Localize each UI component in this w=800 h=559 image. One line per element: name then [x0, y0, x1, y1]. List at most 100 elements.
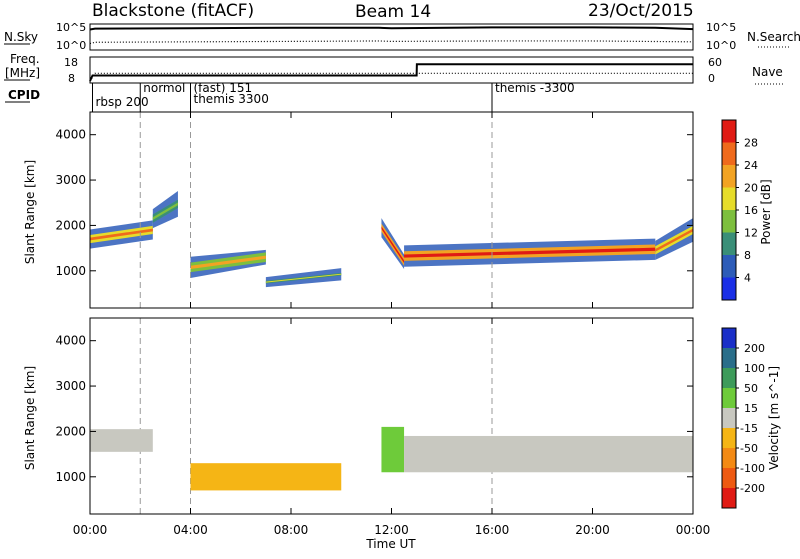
cpid-label-4: themis -3300 [495, 81, 575, 95]
power-band-core [90, 228, 153, 241]
power-band-core [655, 228, 693, 252]
xtick-label: 16:00 [475, 523, 510, 537]
ytick-label: 3000 [55, 379, 86, 393]
power-ylabel: Slant Range [km] [23, 160, 37, 264]
power-band-core [190, 255, 266, 269]
colorbar-tick-label: -200 [740, 482, 765, 495]
colorbar-swatch [722, 408, 736, 428]
power-band-core [404, 247, 656, 258]
nsky-label: N.Sky [4, 30, 38, 44]
colorbar-swatch [722, 255, 736, 278]
ytick-label: 1000 [55, 264, 86, 278]
noise-left-tick-bottom: 10^0 [56, 39, 86, 52]
frequency-panel: Freq. [MHz] Nave 18 8 60 0 [4, 52, 785, 85]
frequency-panel-frame [89, 56, 694, 84]
date-label: 23/Oct/2015 [588, 1, 694, 21]
colorbar-tick-label: 28 [744, 137, 758, 150]
beam-label: Beam 14 [355, 2, 431, 22]
velocity-region-0 [90, 429, 153, 452]
xtick-label: 00:00 [676, 523, 711, 537]
freq-left-tick-top: 18 [64, 56, 78, 69]
freq-label-line2: [MHz] [5, 66, 40, 80]
colorbar-swatch [722, 468, 736, 488]
cpid-label-3: themis 3300 [194, 92, 269, 106]
noise-right-tick-top: 10^5 [706, 21, 736, 34]
colorbar-swatch [722, 187, 736, 210]
xtick-label: 00:00 [73, 523, 108, 537]
velocity-colorbar: 200 100 50 15 -15 -50 -100 -200 [721, 327, 765, 509]
xtick-label: 04:00 [173, 523, 208, 537]
ytick-label: 4000 [55, 128, 86, 142]
colorbar-tick-label: 15 [744, 402, 758, 415]
xtick-label: 12:00 [374, 523, 409, 537]
cpid-label-1: normol [143, 81, 185, 95]
velocity-y-ticks: 1000 2000 3000 4000 [55, 334, 693, 484]
colorbar-tick-label: -15 [740, 422, 758, 435]
noise-left-tick-top: 10^5 [56, 21, 86, 34]
colorbar-swatch [722, 165, 736, 188]
colorbar-swatch [722, 388, 736, 408]
colorbar-swatch [722, 277, 736, 300]
cpid-label-2: (fast) 151 [194, 81, 253, 95]
power-panel-frame [89, 111, 694, 309]
colorbar-tick-label: 4 [744, 272, 751, 285]
colorbar-swatch [722, 142, 736, 165]
frequency-series [89, 63, 693, 82]
ytick-label: 2000 [55, 218, 86, 232]
ytick-label: 4000 [55, 334, 86, 348]
noise-line-nsearch [89, 40, 694, 45]
nsearch-label: N.Search [747, 30, 800, 44]
power-colorbar: 4 8 12 16 20 24 28 [721, 119, 758, 301]
colorbar-swatch [722, 232, 736, 255]
colorbar-tick-label: 16 [744, 204, 758, 217]
power-band-core [265, 273, 342, 283]
power-y-ticks: 1000 2000 3000 4000 [55, 128, 693, 278]
colorbar-tick-label: 12 [744, 227, 758, 240]
cpid-label-0: rbsp 200 [96, 95, 149, 109]
velocity-panel-frame [89, 317, 694, 515]
colorbar-swatch [722, 120, 736, 143]
colorbar-tick-label: 8 [744, 249, 751, 262]
velocity-region-1 [190, 463, 342, 491]
noise-panel-frame [89, 23, 694, 51]
noise-series [89, 26, 694, 45]
velocity-region-3 [404, 435, 693, 473]
ytick-label: 2000 [55, 424, 86, 438]
colorbar-tick-label: -100 [740, 462, 765, 475]
xtick-label: 20:00 [575, 523, 610, 537]
colorbar-swatch [722, 210, 736, 233]
noise-panel: N.Sky N.Search 10^5 10^0 10^5 10^0 [4, 21, 800, 52]
colorbar-swatch [722, 348, 736, 368]
nave-label: Nave [752, 65, 783, 79]
velocity-data [90, 318, 693, 514]
cpid-label: CPID [8, 88, 40, 102]
freq-left-tick-bottom: 8 [68, 72, 75, 85]
time-axis-label: Time UT [365, 537, 416, 551]
colorbar-swatch [722, 428, 736, 448]
freq-right-tick-bottom: 0 [708, 72, 715, 85]
colorbar-swatch [722, 488, 736, 508]
frequency-line [89, 63, 693, 82]
noise-line-nsky [89, 26, 694, 31]
freq-label-line1: Freq. [10, 52, 40, 66]
power-data [90, 112, 693, 308]
ytick-label: 3000 [55, 173, 86, 187]
power-band-core [152, 202, 178, 220]
colorbar-tick-label: 100 [744, 362, 765, 375]
power-panel: Slant Range [km] 1000 2000 3000 4000 4 8 12 16… [23, 111, 773, 309]
freq-right-tick-top: 60 [708, 56, 722, 69]
colorbar-swatch [722, 368, 736, 388]
power-band-core [381, 226, 405, 264]
colorbar-swatch [722, 328, 736, 348]
time-axis-ticks: 00:00 04:00 08:00 12:00 16:00 20:00 00:00 [73, 112, 711, 537]
colorbar-tick-label: 200 [744, 342, 765, 355]
velocity-panel: Slant Range [km] 1000 2000 3000 4000 200 100… [23, 112, 781, 551]
xtick-label: 08:00 [274, 523, 309, 537]
colorbar-tick-label: -50 [740, 442, 758, 455]
velocity-region-2 [381, 426, 405, 473]
colorbar-tick-label: 24 [744, 159, 758, 172]
velocity-ylabel: Slant Range [km] [23, 366, 37, 470]
